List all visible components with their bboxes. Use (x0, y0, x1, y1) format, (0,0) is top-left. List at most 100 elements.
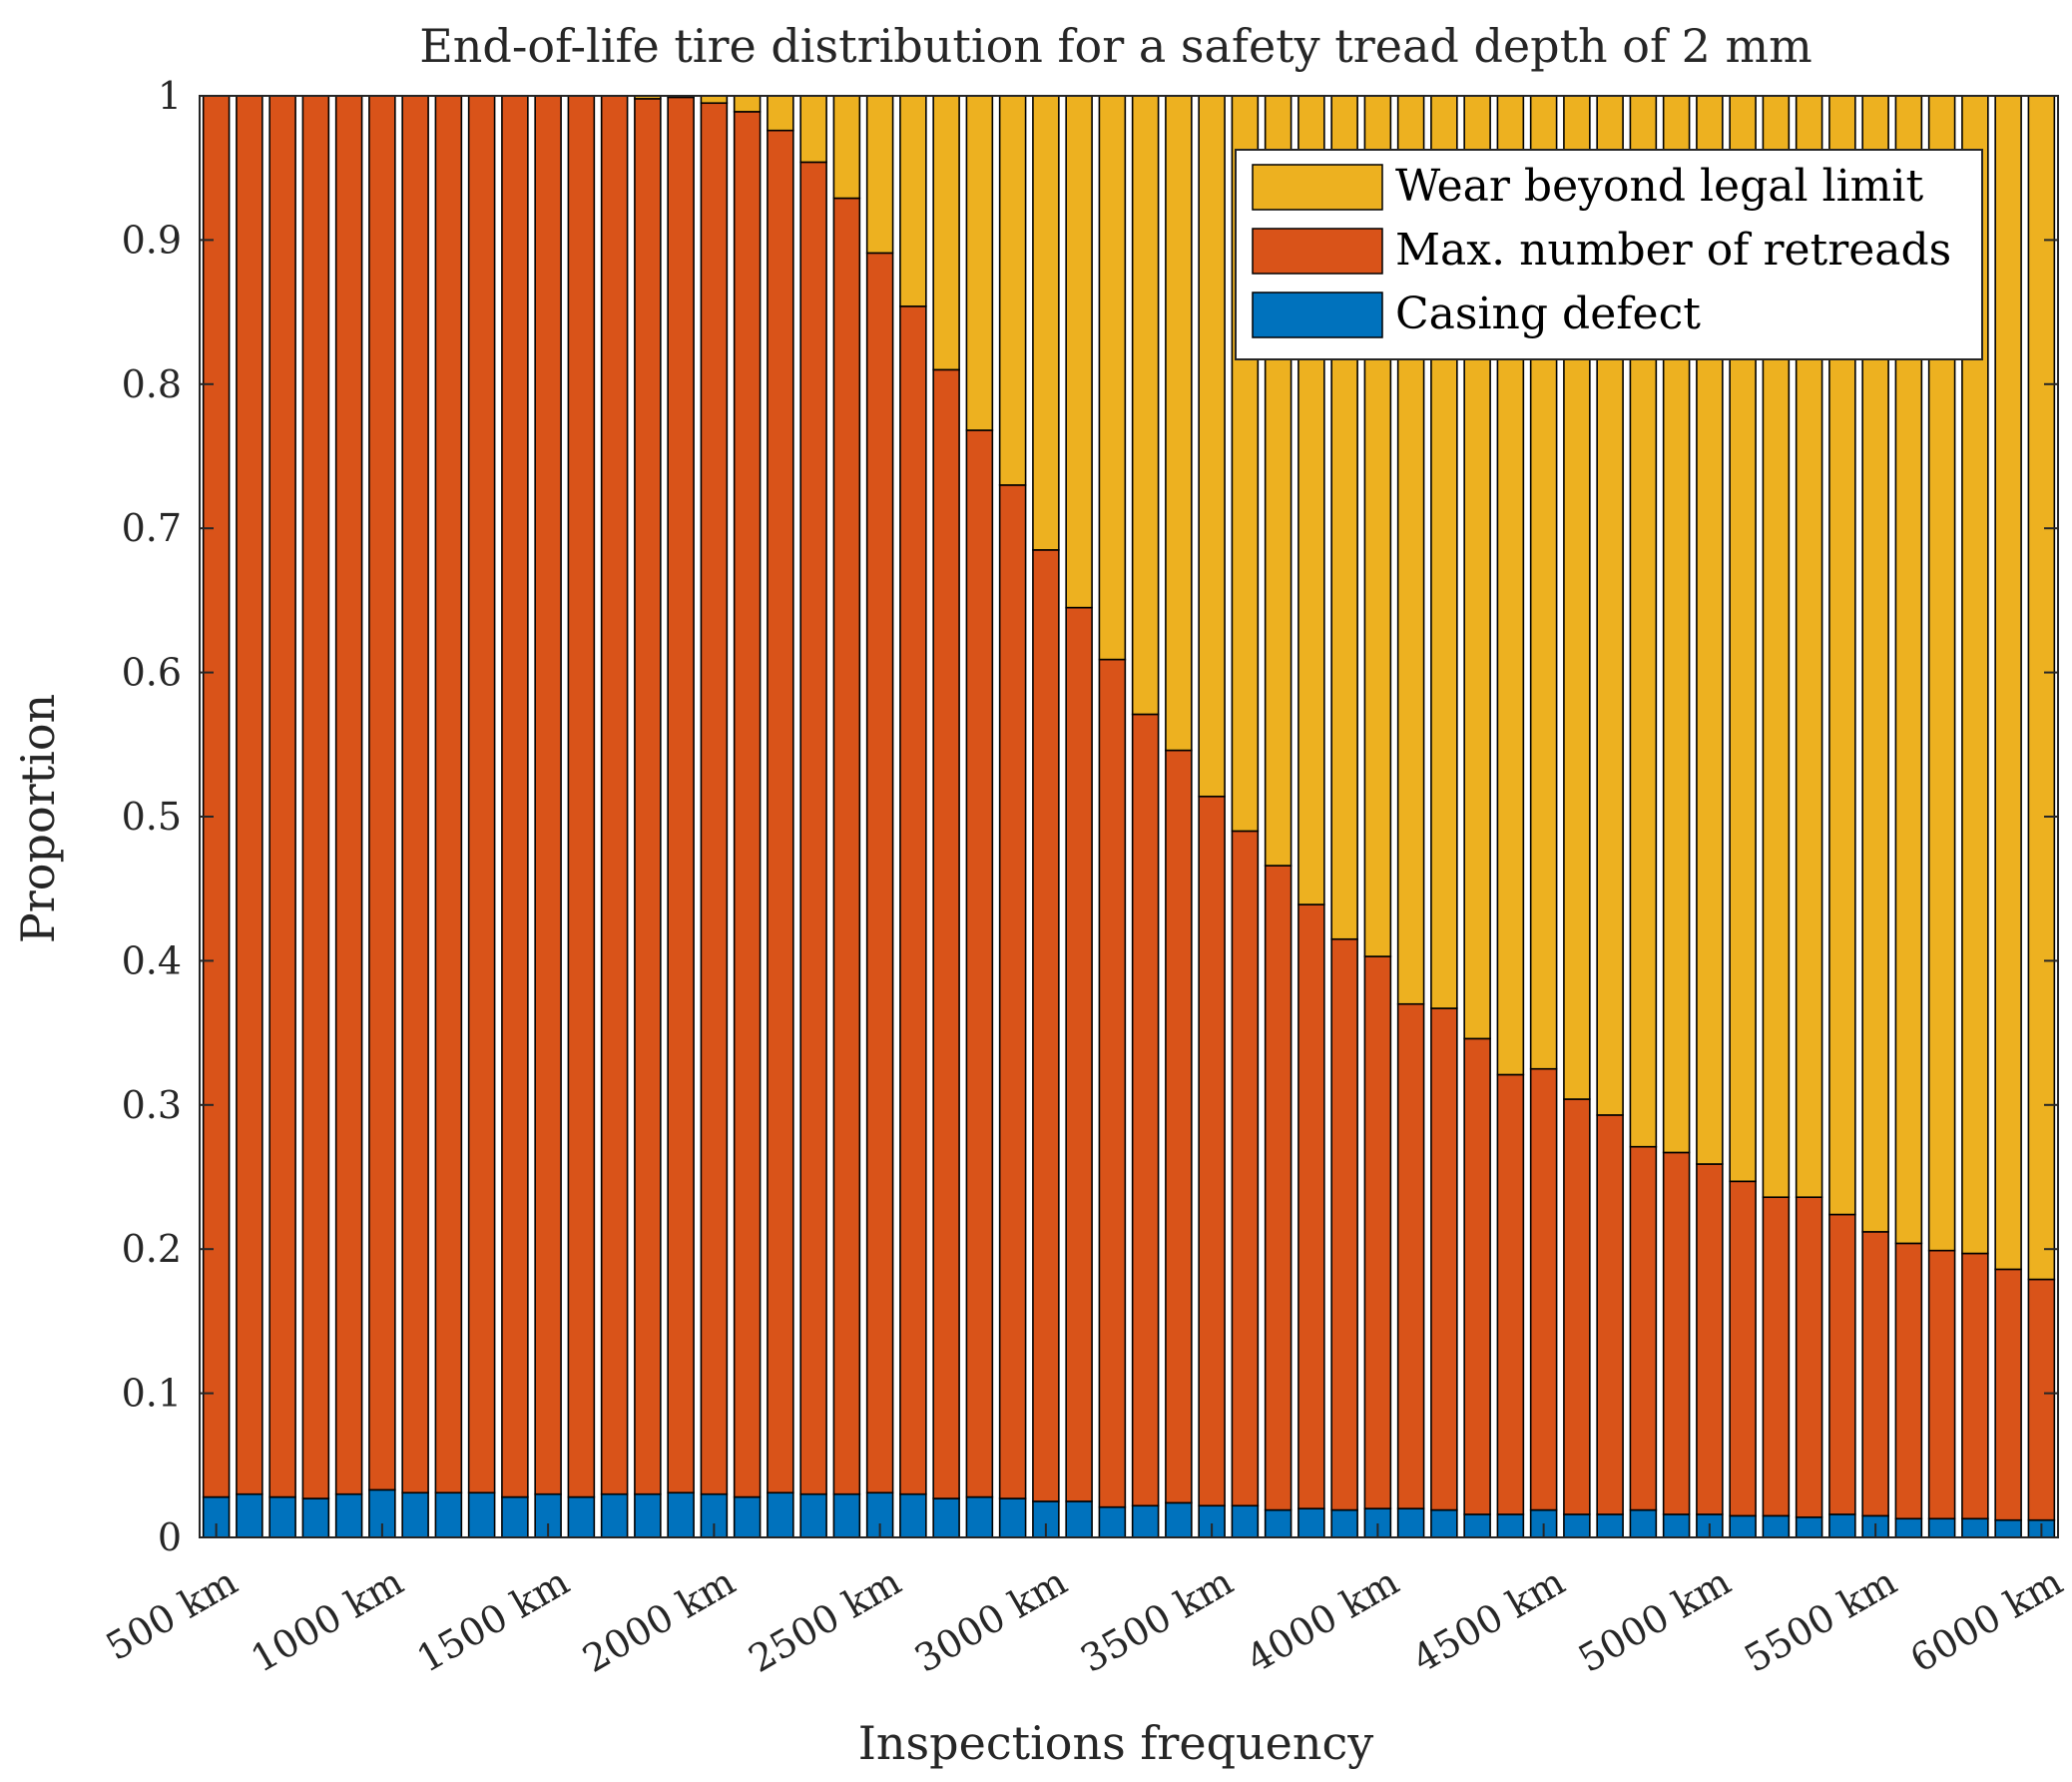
bar-segment-retreads (1629, 1145, 1658, 1511)
y-tick-label: 0.4 (122, 938, 182, 982)
y-tick-label: 0.6 (122, 651, 182, 695)
bar-segment-casing (501, 1495, 529, 1538)
bar-segment-wear (1098, 95, 1127, 661)
bar-segment-wear (1065, 95, 1093, 609)
y-tick-label: 0.3 (122, 1083, 182, 1127)
bar-segment-retreads (434, 95, 463, 1494)
y-tick-label: 0.1 (122, 1372, 182, 1416)
bar-segment-casing (1961, 1517, 1989, 1538)
y-tick-label: 0.8 (122, 362, 182, 406)
bar-segment-retreads (1363, 955, 1392, 1509)
bar-segment-retreads (965, 429, 994, 1498)
y-tick-label: 0.2 (122, 1227, 182, 1271)
bar-segment-retreads (1330, 937, 1358, 1511)
bar-segment-retreads (799, 161, 827, 1495)
y-tick-label: 0 (158, 1515, 182, 1559)
y-axis-label: Proportion (11, 694, 65, 943)
bar-segment-wear (1131, 95, 1160, 716)
bar-segment-casing (1994, 1518, 2022, 1538)
bar-segment-wear (1198, 95, 1226, 798)
legend-label-retreads: Max. number of retreads (1395, 225, 1951, 276)
bar-segment-casing (733, 1495, 762, 1538)
bar-segment-wear (998, 95, 1027, 486)
bar-segment-retreads (1032, 549, 1060, 1502)
bar-segment-retreads (268, 95, 296, 1498)
bar-segment-casing (434, 1491, 463, 1538)
bar-segment-casing (334, 1492, 363, 1538)
legend-label-wear: Wear beyond legal limit (1395, 161, 1923, 212)
y-ticks: 0 0.1 0.2 0.3 0.4 0.5 0.6 0.7 0.8 0.9 1 (122, 74, 2058, 1559)
bar-segment-casing (236, 1492, 263, 1538)
bar-segment-casing (1430, 1508, 1458, 1538)
bar-segment-retreads (1662, 1151, 1691, 1515)
bar-segment-casing (899, 1492, 927, 1538)
bar-segment-retreads (1961, 1252, 1989, 1520)
bar-segment-retreads (767, 129, 794, 1494)
bar-segment-casing (1795, 1515, 1823, 1538)
bar-segment-retreads (1529, 1067, 1558, 1511)
bar-segment-retreads (899, 305, 927, 1495)
bar-segment-casing (401, 1491, 429, 1538)
bar-segment-casing (1629, 1508, 1658, 1538)
bar-segment-retreads (534, 95, 562, 1495)
bar-segment-retreads (2027, 1278, 2056, 1521)
y-tick-label: 0.9 (122, 218, 182, 262)
y-tick-label: 0.7 (122, 506, 182, 550)
bar-segment-retreads (865, 252, 894, 1494)
bar-segment-retreads (1894, 1242, 1923, 1520)
bar-segment-retreads (1065, 606, 1093, 1502)
bar-segment-casing (1662, 1513, 1691, 1538)
bar-segment-retreads (600, 95, 629, 1495)
bar-segment-wear (1994, 95, 2022, 1271)
bar-segment-retreads (932, 368, 960, 1499)
bar-segment-retreads (401, 95, 429, 1494)
bar-segment-retreads (1729, 1180, 1757, 1517)
bar-segment-retreads (1297, 903, 1325, 1509)
bar-segment-wear (767, 95, 794, 132)
bar-segment-retreads (1861, 1231, 1889, 1517)
bar-segment-retreads (301, 95, 330, 1499)
y-tick-label: 0.5 (122, 795, 182, 839)
bar-segment-wear (733, 95, 762, 113)
bar-segment-retreads (1131, 713, 1160, 1507)
bar-segment-casing (1165, 1501, 1193, 1538)
bar-segment-wear (799, 95, 827, 164)
bar-segment-retreads (1496, 1073, 1525, 1515)
legend-swatch-retreads (1252, 228, 1383, 275)
bar-segment-casing (1894, 1517, 1923, 1538)
bar-segment-casing (268, 1495, 296, 1538)
bar-segment-wear (700, 95, 729, 105)
bar-segment-wear (865, 95, 894, 255)
bar-segment-retreads (1198, 795, 1226, 1507)
bar-segment-retreads (1165, 749, 1193, 1504)
bar-segment-casing (301, 1497, 330, 1538)
bar-segment-casing (1131, 1504, 1160, 1538)
bar-segment-casing (1563, 1513, 1591, 1538)
bar-segment-casing (1828, 1513, 1856, 1538)
bar-segment-retreads (1463, 1037, 1491, 1515)
bar-segment-casing (567, 1495, 596, 1538)
bar-segment-retreads (1762, 1196, 1791, 1517)
bar-segment-casing (767, 1491, 794, 1538)
bar-segment-wear (899, 95, 927, 307)
bar-segment-casing (1729, 1514, 1757, 1538)
bar-segment-retreads (733, 111, 762, 1498)
bar-segment-wear (1165, 95, 1193, 752)
bar-segment-casing (1330, 1508, 1358, 1538)
bar-segment-casing (932, 1497, 960, 1538)
bar-segment-wear (965, 95, 994, 431)
bar-segment-casing (634, 1492, 662, 1538)
bar-segment-retreads (1563, 1098, 1591, 1515)
bar-segment-retreads (1231, 830, 1260, 1507)
bar-segment-retreads (1396, 1002, 1425, 1509)
legend-label-casing: Casing defect (1395, 289, 1701, 339)
x-axis-label: Inspections frequency (858, 1716, 1374, 1770)
bar-segment-casing (1463, 1513, 1491, 1538)
y-tick-label: 1 (158, 74, 182, 118)
bar-segment-retreads (1828, 1213, 1856, 1515)
bar-segment-casing (667, 1491, 695, 1538)
bar-segment-retreads (1927, 1249, 1956, 1520)
bar-segment-retreads (998, 484, 1027, 1499)
bar-segment-wear (932, 95, 960, 371)
